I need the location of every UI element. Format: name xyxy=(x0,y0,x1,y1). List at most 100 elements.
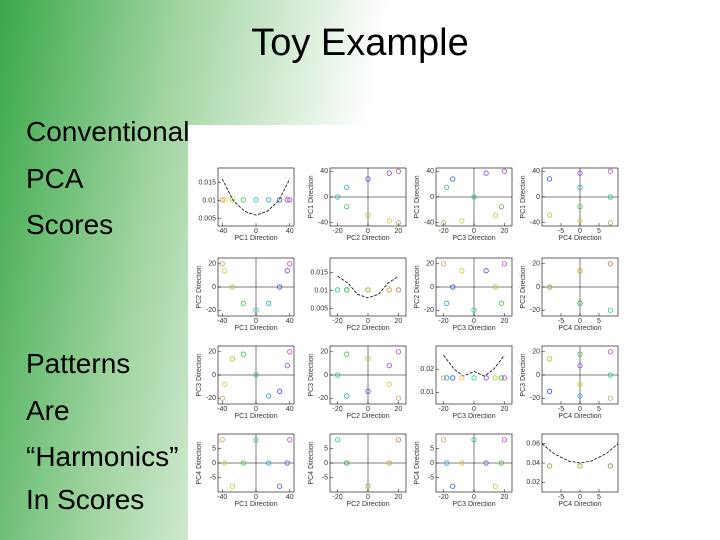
y-tick-label: -20 xyxy=(530,307,540,314)
x-axis-label: PC1 Direction xyxy=(234,325,277,332)
y-tick-label: 20 xyxy=(532,349,540,356)
x-tick-label: 0 xyxy=(472,406,476,413)
score-point xyxy=(365,483,371,489)
score-point xyxy=(501,261,507,267)
x-tick-label: -20 xyxy=(439,318,449,325)
score-point xyxy=(440,261,447,267)
score-point xyxy=(444,375,450,381)
score-point xyxy=(395,287,401,293)
x-tick-label: -20 xyxy=(333,228,343,235)
score-point xyxy=(240,460,246,466)
x-axis-label: PC4 Direction xyxy=(558,325,601,332)
x-tick-label: -5 xyxy=(558,318,564,325)
x-axis-label: PC2 Direction xyxy=(346,325,389,332)
score-point xyxy=(219,261,225,267)
x-tick-label: -5 xyxy=(558,228,564,235)
score-point xyxy=(334,437,341,443)
y-tick-label: 0 xyxy=(212,372,216,379)
x-tick-label: 0 xyxy=(366,494,370,501)
score-point xyxy=(266,300,272,306)
y-axis-label: PC1 Direction xyxy=(520,175,527,218)
x-tick-label: -20 xyxy=(333,494,343,501)
score-point xyxy=(222,268,228,274)
score-point xyxy=(577,463,583,469)
score-point xyxy=(253,372,259,378)
score-point xyxy=(386,170,392,176)
score-point xyxy=(546,463,553,469)
score-point xyxy=(222,381,228,387)
slide-title: Toy Example xyxy=(251,22,469,64)
x-tick-label: 0 xyxy=(254,494,258,501)
y-tick-label: -40 xyxy=(318,220,328,227)
score-point xyxy=(492,212,498,218)
score-point xyxy=(546,284,553,290)
score-point xyxy=(459,375,465,381)
score-point xyxy=(284,363,290,369)
x-tick-label: 40 xyxy=(286,494,294,501)
x-tick-label: 40 xyxy=(286,318,294,325)
score-point xyxy=(386,381,392,387)
x-tick-label: 0 xyxy=(472,494,476,501)
x-axis-label: PC4 Direction xyxy=(558,501,601,508)
density-curve xyxy=(541,443,619,464)
y-tick-label: 5 xyxy=(430,445,434,452)
y-tick-label: 0.015 xyxy=(310,269,328,276)
score-point xyxy=(440,375,447,381)
y-axis-label: PC3 Direction xyxy=(308,353,315,396)
y-tick-label: 0.005 xyxy=(310,306,328,313)
score-point xyxy=(287,437,293,443)
y-tick-label: 0 xyxy=(324,460,328,467)
x-tick-label: 0 xyxy=(366,228,370,235)
x-axis-label: PC2 Direction xyxy=(346,413,389,420)
score-point xyxy=(607,168,614,174)
score-point xyxy=(365,212,371,218)
score-point xyxy=(222,197,228,203)
y-tick-label: 20 xyxy=(426,261,434,268)
score-point xyxy=(607,395,614,401)
score-point xyxy=(444,184,450,190)
score-point xyxy=(607,372,614,378)
score-point xyxy=(501,375,507,381)
score-point xyxy=(284,197,290,203)
score-point xyxy=(546,356,553,362)
x-tick-label: 20 xyxy=(501,494,509,501)
x-axis-label: PC3 Direction xyxy=(452,413,495,420)
score-point xyxy=(577,218,583,224)
x-tick-label: 20 xyxy=(395,406,403,413)
density-curve xyxy=(221,178,291,216)
score-point xyxy=(577,184,583,190)
score-point xyxy=(344,184,350,190)
y-tick-label: 0 xyxy=(536,284,540,291)
score-point xyxy=(277,388,283,394)
score-point xyxy=(440,437,447,443)
x-axis-label: PC2 Direction xyxy=(346,501,389,508)
score-point xyxy=(577,393,583,399)
score-point xyxy=(277,197,283,203)
score-point xyxy=(546,176,553,182)
x-tick-label: 0 xyxy=(366,318,370,325)
y-tick-label: 20 xyxy=(208,349,216,356)
score-point xyxy=(395,349,401,355)
y-tick-label: 40 xyxy=(426,168,434,175)
score-point xyxy=(577,204,583,210)
score-point xyxy=(344,393,350,399)
score-point xyxy=(229,483,235,489)
x-tick-label: 40 xyxy=(286,406,294,413)
x-tick-label: 0 xyxy=(254,318,258,325)
text-line: “Harmonics” xyxy=(26,441,179,472)
y-tick-label: 0.015 xyxy=(198,179,216,186)
score-point xyxy=(607,261,614,267)
score-point xyxy=(492,375,498,381)
x-axis-label: PC4 Direction xyxy=(558,235,601,242)
score-point xyxy=(334,372,341,378)
y-tick-label: 5 xyxy=(212,445,216,452)
score-point xyxy=(498,375,504,381)
score-point xyxy=(266,460,272,466)
score-point xyxy=(483,375,489,381)
score-point xyxy=(577,363,583,369)
score-point xyxy=(440,220,447,226)
x-tick-label: 0 xyxy=(578,406,582,413)
score-point xyxy=(607,307,614,313)
x-tick-label: 0 xyxy=(366,406,370,413)
y-tick-label: 0 xyxy=(212,460,216,467)
